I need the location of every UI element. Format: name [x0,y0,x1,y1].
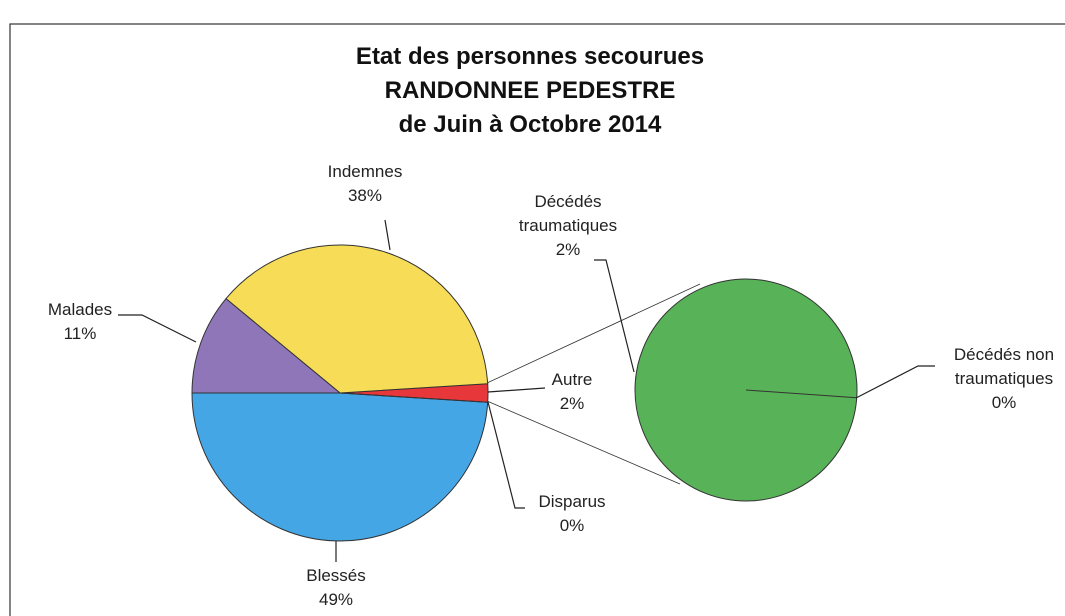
label-text: 38% [347,186,383,205]
chart-title: de Juin à Octobre 2014 [399,111,662,139]
frame [9,23,1065,616]
data-label: Autre 2% [552,368,593,416]
label-text: RANDONNEE PEDESTRE [384,77,676,104]
label-text: 0% [559,516,585,535]
data-label: Disparus 0% [538,490,605,538]
data-label: Décédés non traumatiques 0% [947,343,1062,415]
leader [384,219,391,251]
label-text: 2% [559,394,585,413]
leader [487,387,546,393]
pie-slice [191,392,489,542]
chart-title: Etat des personnes secourues [356,43,704,71]
data-label: Malades 11% [48,298,112,346]
label-text: Autre [551,370,593,389]
label-text: de Juin à Octobre 2014 [398,111,662,138]
connector [486,283,701,384]
data-label: Décédés traumatiques 2% [512,190,624,262]
connector [486,400,681,485]
pie-slice [225,244,489,394]
leader [594,259,635,373]
leader [855,365,935,399]
label-text: 49% [318,590,354,609]
data-label: Blessés 49% [306,564,366,612]
data-label: Indemnes 38% [328,160,403,208]
pie-slice [339,392,488,403]
label-text: 2% [555,240,581,259]
pie-slice [191,297,342,394]
label-text: 11% [63,324,97,343]
pie-slice [745,389,857,399]
label-text: Etat des personnes secourues [355,43,705,70]
label-text: 0% [991,393,1017,412]
label-text: Malades [47,300,113,319]
label-text: Indemnes [327,162,403,181]
label-text: Décédés traumatiques [518,192,618,235]
leaders [118,219,935,562]
leader [487,401,525,509]
label-text: Disparus [538,492,606,511]
leader [118,314,197,343]
label-text: Décédés non traumatiques [953,345,1055,388]
label-text: Blessés [306,566,366,585]
chart-title: RANDONNEE PEDESTRE [385,77,676,105]
